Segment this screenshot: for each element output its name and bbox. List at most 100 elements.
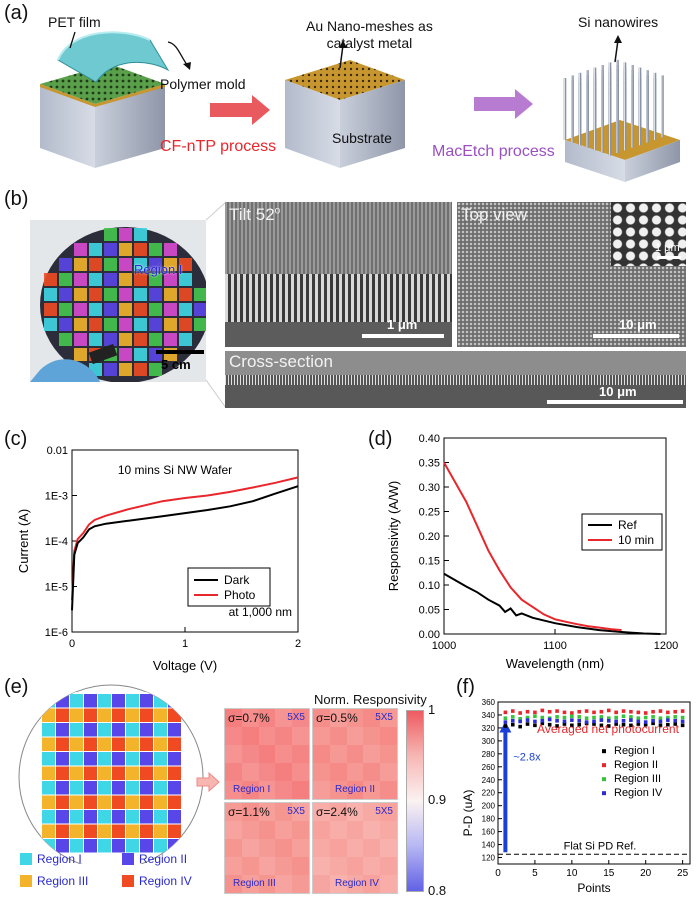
- wafer-die: [74, 258, 87, 271]
- map-tile: [70, 708, 83, 722]
- wafer-die: [164, 318, 177, 331]
- map-tile: [126, 810, 139, 824]
- map-tile: [70, 839, 83, 853]
- heatmap-pixel: [329, 875, 347, 893]
- wafer-die: [119, 303, 132, 316]
- legend-marker: [602, 777, 606, 782]
- wafer-die: [59, 288, 72, 301]
- heatmap-pixel: [346, 803, 364, 821]
- grid-size-label: 5X5: [287, 712, 305, 723]
- map-tile: [56, 810, 69, 824]
- purple-arrow-icon: [474, 89, 533, 119]
- wafer-die: [104, 333, 117, 346]
- legend-item-2: Region II: [122, 852, 187, 866]
- heatmap-cell-3: σ=1.1% 5X5 Region III: [224, 802, 310, 894]
- wafer-die: [104, 273, 117, 286]
- map-tile: [168, 708, 181, 722]
- heatmap-pixel: [259, 821, 276, 839]
- top-scale-label: 10 μm: [619, 317, 657, 332]
- top-view-inset: 1 μm: [611, 202, 686, 266]
- data-point: [570, 723, 574, 728]
- y-tick-label: 1E-6: [45, 627, 68, 639]
- legend-marker: [602, 791, 606, 796]
- map-tile: [154, 810, 167, 824]
- data-point: [525, 718, 530, 722]
- map-tile: [154, 708, 167, 722]
- colorbar-tick-09: 0.9: [428, 792, 447, 807]
- data-point: [510, 715, 515, 719]
- wafer-die: [179, 318, 192, 331]
- legend-label: Region III: [37, 874, 89, 888]
- y-tick-label: 240: [482, 776, 496, 785]
- map-tile: [126, 708, 139, 722]
- wafer-die: [134, 258, 147, 271]
- heatmap-pixel: [292, 857, 309, 875]
- wafer-die: [44, 318, 57, 331]
- data-point: [533, 723, 537, 728]
- wafer-die: [164, 333, 177, 346]
- heatmap-pixel: [329, 821, 347, 839]
- wafer-die: [179, 333, 192, 346]
- data-point: [629, 723, 633, 728]
- legend-marker: [602, 749, 606, 754]
- data-point: [592, 722, 596, 726]
- y-tick-label: 0.35: [419, 458, 440, 470]
- legend-item-4: Region IV: [122, 874, 192, 888]
- wafer-die: [74, 318, 87, 331]
- wafer-die: [149, 333, 162, 346]
- sigma-label: σ=0.5%: [316, 711, 358, 725]
- cross-scale-label: 10 μm: [599, 384, 637, 399]
- map-tile: [140, 708, 153, 722]
- map-tile: [70, 694, 83, 708]
- heatmap-pixel: [225, 781, 242, 799]
- heatmap-region-label: Region IV: [335, 878, 379, 889]
- x-tick-label: 25: [677, 868, 689, 879]
- map-tile: [126, 795, 139, 809]
- heatmap-pixel: [329, 781, 347, 799]
- data-point: [503, 724, 508, 728]
- heatmap-pixel: [363, 857, 381, 875]
- wafer-die: [59, 318, 72, 331]
- heatmap-pixel: [258, 727, 276, 745]
- heatmap-pixel: [346, 727, 364, 745]
- wafer-die: [74, 303, 87, 316]
- grid-size-label: 5X5: [375, 806, 393, 817]
- heatmap-pixel: [258, 709, 276, 727]
- x-axis-label: Wavelength (nm): [506, 656, 605, 671]
- map-tile: [112, 781, 125, 795]
- data-point: [621, 722, 626, 727]
- map-tile: [126, 752, 139, 766]
- panel-label-a: (a): [4, 2, 29, 24]
- heatmap-pixel: [313, 857, 330, 875]
- chart-photocurrent: 120 140 160 180 200 220 240 260 280 300 320 340 360 0…: [462, 698, 691, 895]
- macetch-label: MacEtch process: [432, 143, 555, 160]
- heatmap-region-label: Region I: [233, 784, 271, 795]
- y-tick-label: 1E-3: [45, 491, 68, 503]
- substrate-label: Substrate: [332, 130, 392, 146]
- data-point: [651, 715, 655, 719]
- wafer-die: [134, 273, 147, 286]
- map-tile: [140, 737, 153, 751]
- data-point: [533, 710, 537, 715]
- data-point: [666, 722, 670, 727]
- wafer-die: [134, 318, 147, 331]
- data-point: [606, 718, 611, 723]
- heatmap-pixel: [329, 745, 347, 763]
- heatmap-pixel: [313, 821, 330, 839]
- series-line-dark: [71, 485, 299, 611]
- heatmap-pixel: [258, 857, 276, 875]
- heatmap-pixel: [329, 803, 347, 821]
- wafer-die: [104, 318, 117, 331]
- data-point: [599, 715, 604, 719]
- map-tile: [84, 795, 97, 809]
- wafer-die: [119, 273, 132, 286]
- map-tile: [154, 752, 167, 766]
- map-tile: [112, 839, 125, 853]
- data-point: [621, 714, 626, 719]
- norm-responsivity-title: Norm. Responsivity: [314, 692, 427, 707]
- heatmap-pixel: [363, 803, 381, 821]
- data-point: [570, 711, 574, 715]
- map-tile: [56, 766, 69, 780]
- heatmap-pixel: [225, 821, 242, 839]
- heatmap-pixel: [225, 727, 242, 745]
